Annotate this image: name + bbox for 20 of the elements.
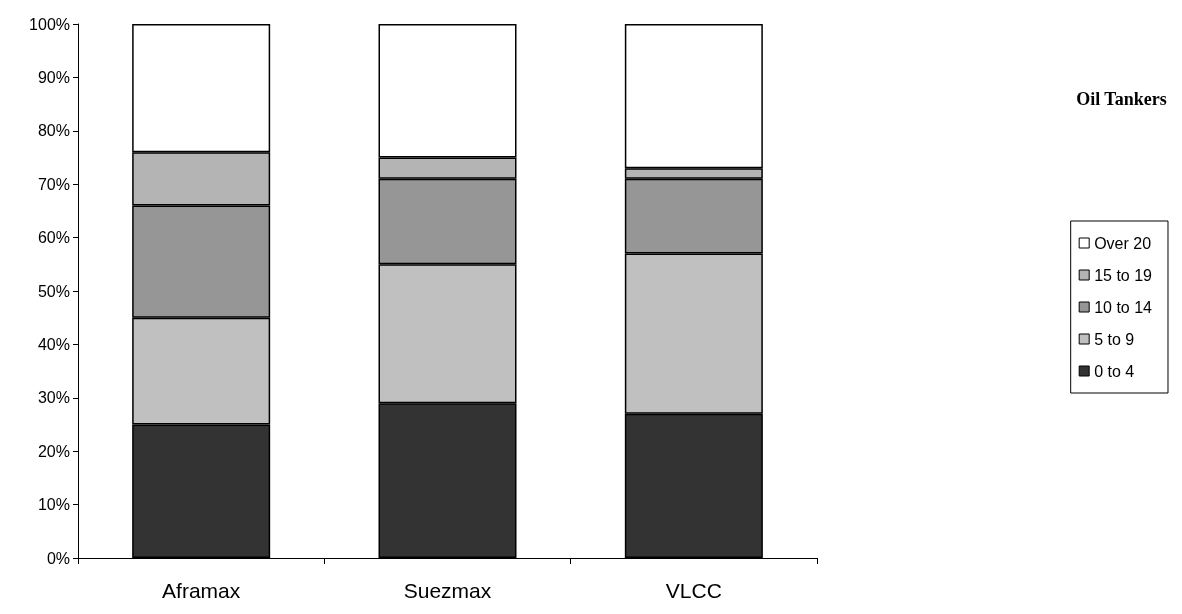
legend-label: 0 to 4 [1094, 362, 1135, 380]
x-tick-label: Suezmax [403, 579, 492, 602]
x-tick-label: Aframax [162, 579, 241, 602]
legend-label: 15 to 19 [1094, 266, 1153, 284]
y-tick-label: 80% [37, 122, 70, 140]
y-tick-label: 90% [37, 68, 70, 86]
y-tick-label: 50% [37, 282, 70, 300]
y-tick-label: 20% [37, 442, 70, 460]
y-tick-label: 30% [37, 389, 70, 407]
y-tick-label: 10% [37, 496, 70, 514]
x-tick-label: VLCC [665, 579, 722, 602]
y-tick-label: 60% [37, 229, 70, 247]
y-tick-label: 100% [29, 15, 70, 33]
legend-label: 5 to 9 [1094, 330, 1135, 348]
y-tick-label: 70% [37, 175, 70, 193]
y-tick-label: 0% [46, 549, 70, 567]
y-tick-label: 40% [37, 335, 70, 353]
text: Oil Tankers [1076, 89, 1167, 109]
legend-label: Over 20 [1094, 234, 1152, 252]
legend-label: 10 to 14 [1094, 298, 1153, 316]
